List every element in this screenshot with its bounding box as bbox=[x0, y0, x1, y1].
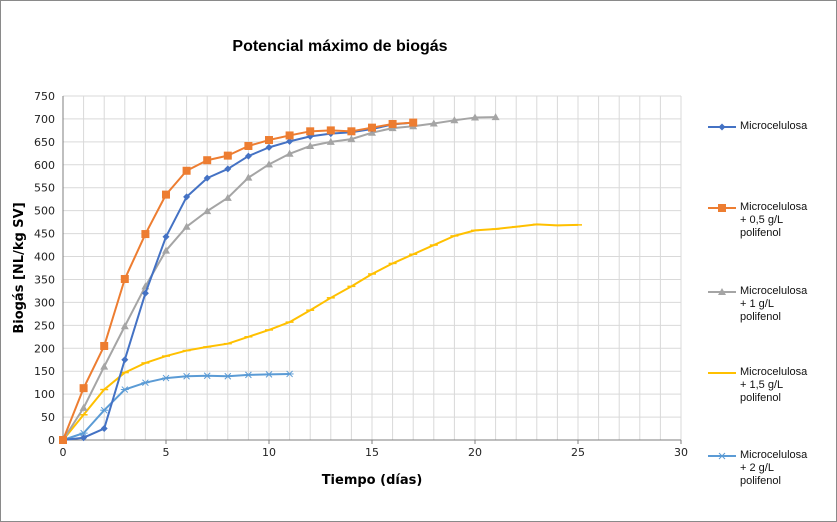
y-tick-label: 250 bbox=[34, 319, 55, 332]
legend-label: Microcelulosa + 1 g/L polifenol bbox=[740, 285, 808, 323]
x-tick-label: 30 bbox=[674, 446, 688, 459]
legend-item-1-5: Microcelulosa + 1,5 g/L polifenol bbox=[708, 366, 807, 405]
legend-marker-star-icon bbox=[708, 449, 738, 463]
series-2 bbox=[59, 113, 500, 443]
x-tick-label: 15 bbox=[365, 446, 379, 459]
legend-label: Microcelulosa + 1,5 g/L polifenol bbox=[740, 366, 808, 404]
series-line bbox=[62, 116, 496, 441]
y-tick-label: 100 bbox=[34, 388, 55, 401]
series-0 bbox=[59, 119, 417, 444]
x-tick-label: 25 bbox=[571, 446, 585, 459]
y-tick-label: 400 bbox=[34, 251, 55, 264]
y-tick-label: 200 bbox=[34, 342, 55, 355]
x-tick-label: 20 bbox=[468, 446, 482, 459]
x-tick-label: 0 bbox=[60, 446, 67, 459]
y-tick-label: 0 bbox=[48, 434, 55, 447]
chart-title: Potencial máximo de biogás bbox=[232, 38, 448, 55]
series-line bbox=[62, 372, 290, 441]
y-tick-label: 750 bbox=[34, 90, 55, 103]
y-tick-label: 650 bbox=[34, 136, 55, 149]
x-tick-label: 10 bbox=[262, 446, 276, 459]
legend-label: Microcelulosa bbox=[740, 120, 808, 132]
legend-marker-dash-icon bbox=[708, 366, 738, 380]
legend-marker-square-icon bbox=[708, 201, 738, 215]
y-tick-label: 500 bbox=[34, 205, 55, 218]
y-tick-label: 550 bbox=[34, 182, 55, 195]
y-axis-label: Biogás [NL/kg SV] bbox=[12, 202, 27, 333]
legend-item-0-5: Microcelulosa + 0,5 g/L polifenol bbox=[708, 201, 807, 240]
y-tick-label: 300 bbox=[34, 296, 55, 309]
legend-item-1: Microcelulosa + 1 g/L polifenol bbox=[708, 285, 807, 324]
legend-label: Microcelulosa + 0,5 g/L polifenol bbox=[740, 201, 808, 239]
x-tick-label: 5 bbox=[163, 446, 170, 459]
x-axis-label: Tiempo (días) bbox=[322, 473, 423, 488]
series-1 bbox=[59, 118, 418, 444]
legend-item-microcelulosa: Microcelulosa bbox=[708, 120, 807, 134]
legend-marker-triangle-icon bbox=[708, 285, 738, 299]
legend-item-2: Microcelulosa + 2 g/L polifenol bbox=[708, 449, 807, 488]
legend-marker-diamond-icon bbox=[708, 120, 738, 134]
legend-label: Microcelulosa + 2 g/L polifenol bbox=[740, 449, 808, 487]
y-tick-label: 50 bbox=[41, 411, 55, 424]
y-tick-label: 450 bbox=[34, 228, 55, 241]
y-tick-label: 350 bbox=[34, 273, 55, 286]
y-tick-label: 150 bbox=[34, 365, 55, 378]
y-tick-label: 600 bbox=[34, 159, 55, 172]
y-tick-label: 700 bbox=[34, 113, 55, 126]
